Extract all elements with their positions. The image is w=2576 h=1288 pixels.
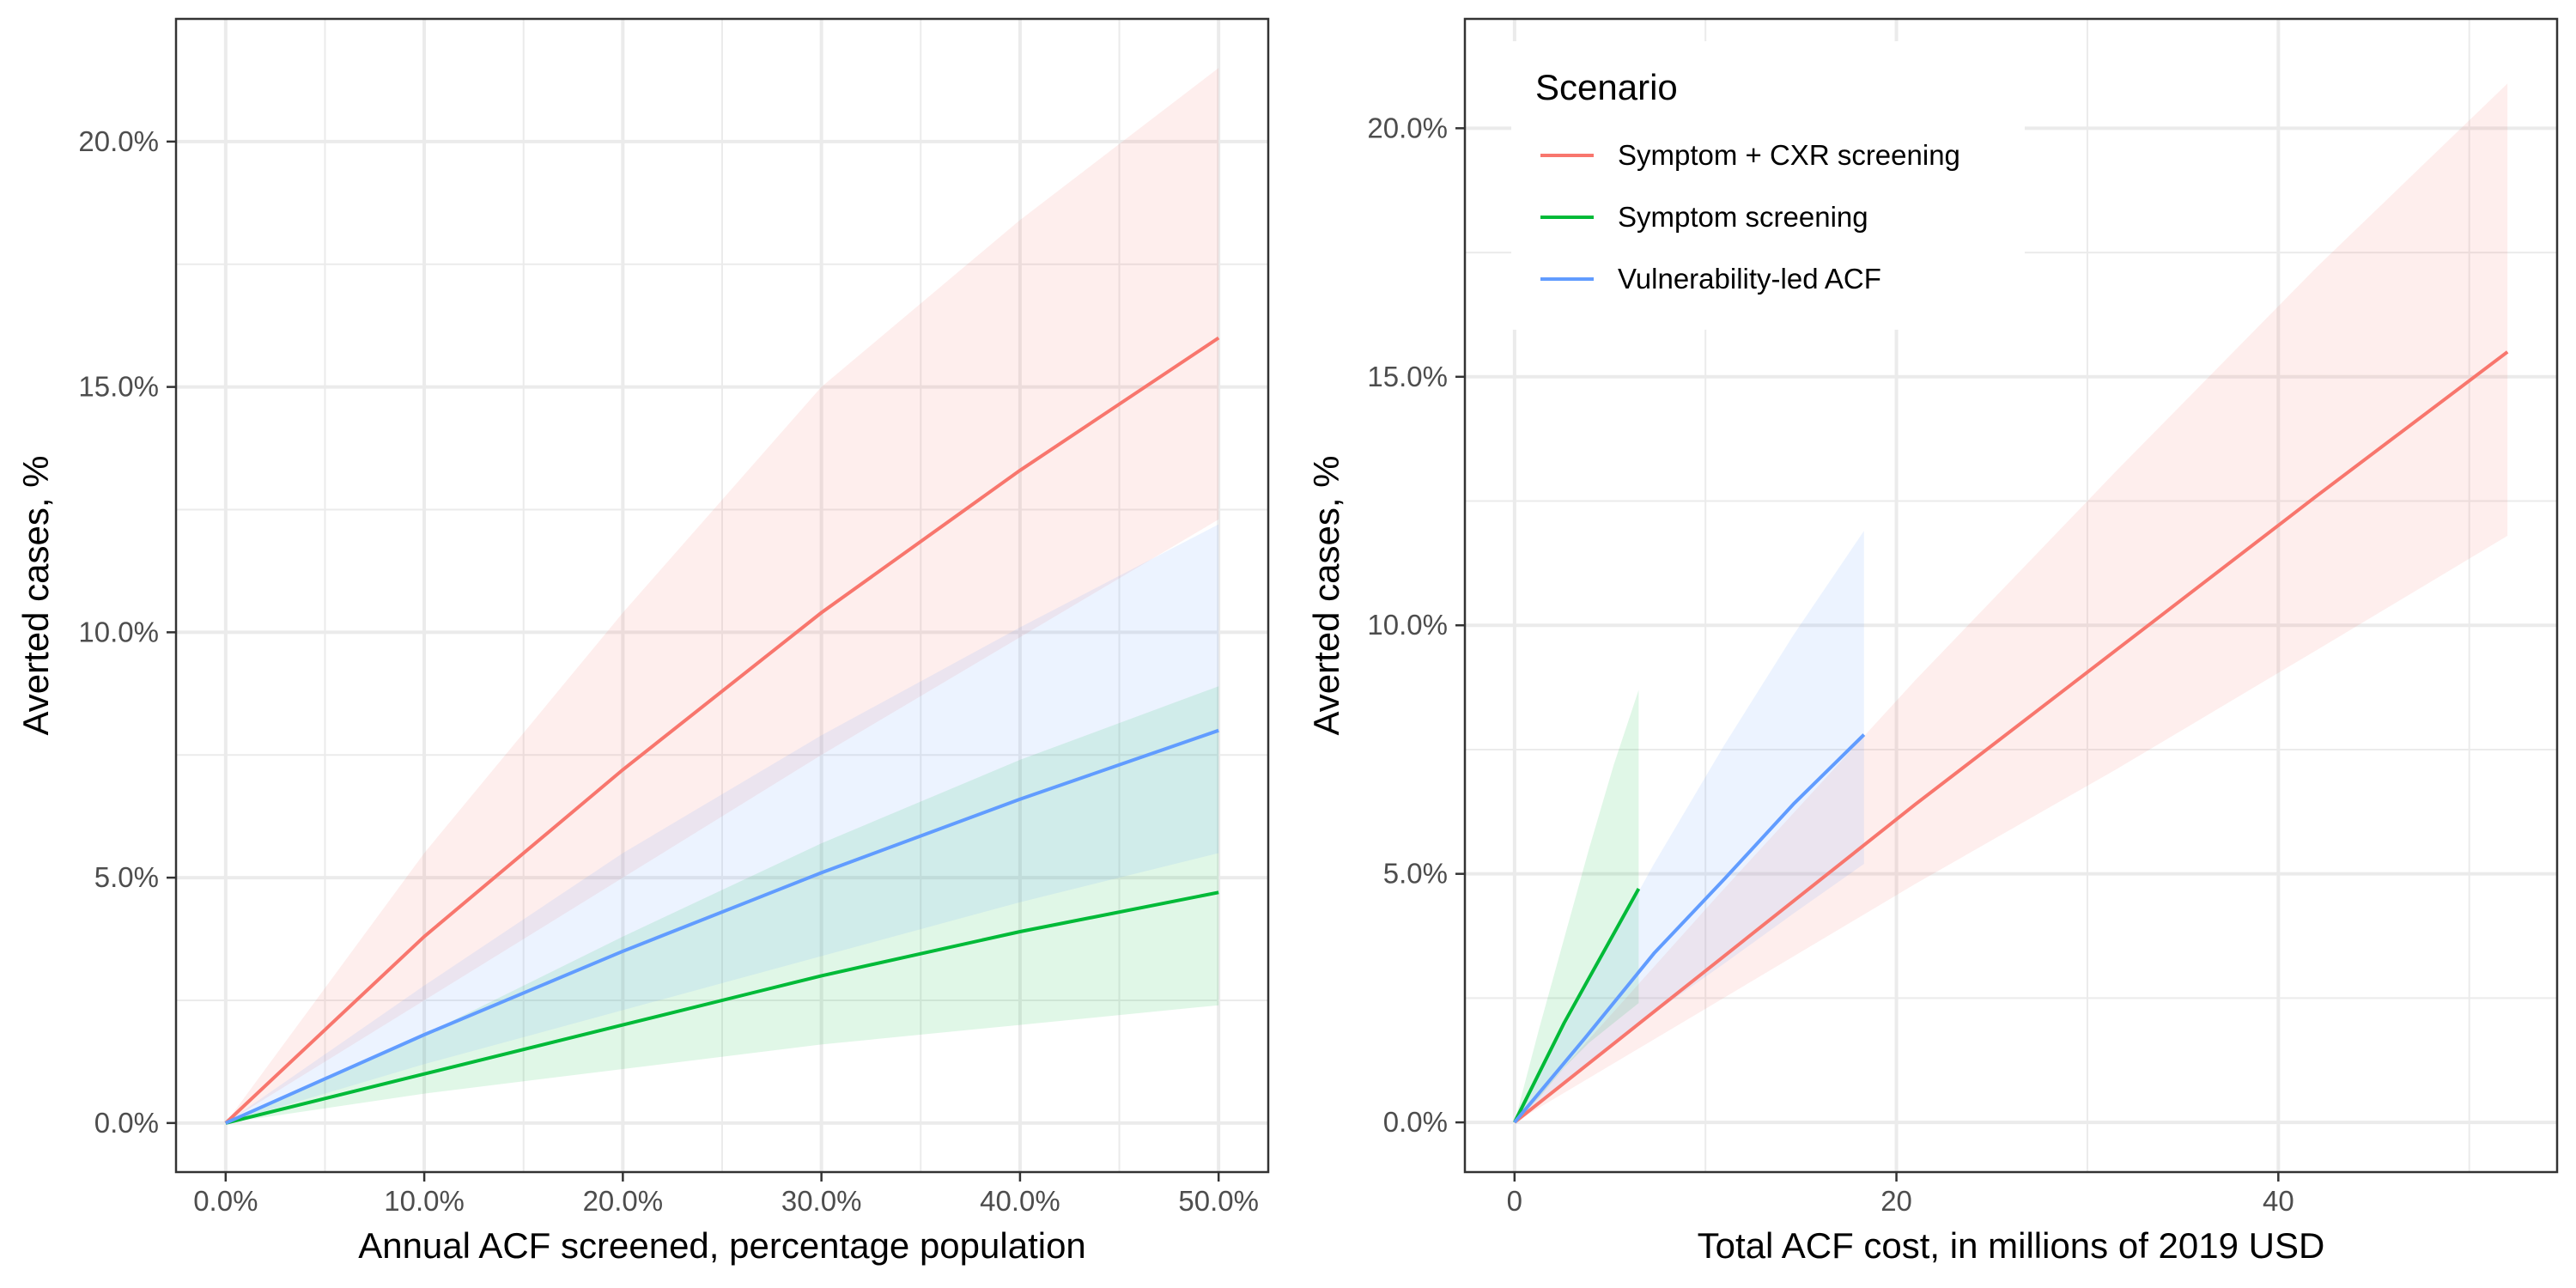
right-panel-border: [1463, 17, 2559, 1174]
legend: Scenario Symptom + CXR screening Symptom s…: [1511, 41, 2025, 330]
right-y-tick-label: 15.0%: [1367, 361, 1448, 392]
right-y-tick-label: 5.0%: [1383, 858, 1448, 890]
legend-item-vulnerability-led-acf: Vulnerability-led ACF: [1540, 263, 1881, 295]
right-series-lines: [1513, 350, 2509, 1124]
right-x-tick-label: 20: [1880, 1185, 1912, 1217]
line-vulnerability-led-acf: [224, 728, 1219, 1125]
right-confidence-ribbons: [1514, 83, 2508, 1123]
line-symptom-screening: [225, 890, 1219, 1125]
left-y-tick-label: 10.0%: [78, 616, 159, 647]
ribbon-vulnerability-led-acf: [225, 524, 1219, 1123]
line-symptom-screening: [1513, 888, 1641, 1123]
left-x-tick-label: 30.0%: [781, 1185, 862, 1217]
right-y-tick-label: 20.0%: [1367, 112, 1448, 143]
left-panel: 0.0% 10.0% 20.0% 30.0% 40.0% 50.0% 0.0% 5.0% 10.…: [15, 17, 1270, 1266]
ribbon-vulnerability-led-acf: [1514, 531, 1864, 1123]
left-axis-ticks: 0.0% 10.0% 20.0% 30.0% 40.0% 50.0% 0.0% 5.0% 10.…: [78, 125, 1259, 1217]
left-y-axis-title: Averted cases, %: [15, 455, 56, 735]
ribbon-symptom-cxr-screening: [1514, 83, 2508, 1123]
right-x-axis-title: Total ACF cost, in millions of 2019 USD: [1698, 1225, 2325, 1266]
left-panel-border: [174, 17, 1270, 1174]
left-x-tick-label: 20.0%: [583, 1185, 664, 1217]
right-x-tick-label: 40: [2263, 1185, 2294, 1217]
legend-label: Symptom screening: [1618, 201, 1868, 233]
right-axis-ticks: 0 20 40 0.0% 5.0% 10.0% 15.0% 20.0%: [1367, 112, 2293, 1217]
left-gridlines: [176, 19, 1268, 1172]
left-x-tick-label: 50.0%: [1178, 1185, 1259, 1217]
left-y-tick-label: 15.0%: [78, 371, 159, 403]
left-x-axis-title: Annual ACF screened, percentage populati…: [358, 1225, 1086, 1266]
legend-background: [1511, 41, 2025, 330]
line-vulnerability-led-acf: [1513, 733, 1866, 1124]
legend-label: Symptom + CXR screening: [1618, 139, 1960, 171]
right-y-axis-title: Averted cases, %: [1306, 455, 1346, 735]
legend-item-symptom-cxr-screening: Symptom + CXR screening: [1540, 139, 1960, 171]
legend-label: Vulnerability-led ACF: [1618, 263, 1881, 295]
ribbon-symptom-screening: [1514, 690, 1639, 1123]
right-x-tick-label: 0: [1507, 1185, 1522, 1217]
right-y-tick-label: 10.0%: [1367, 609, 1448, 641]
ribbon-symptom-cxr-screening: [225, 68, 1219, 1123]
line-symptom-cxr-screening: [1513, 350, 2509, 1124]
left-y-tick-label: 5.0%: [94, 861, 159, 893]
legend-item-symptom-screening: Symptom screening: [1540, 201, 1868, 233]
left-x-tick-label: 0.0%: [193, 1185, 258, 1217]
left-y-tick-label: 0.0%: [94, 1107, 159, 1139]
left-series-lines: [224, 336, 1220, 1125]
line-symptom-cxr-screening: [224, 336, 1220, 1125]
left-x-tick-label: 10.0%: [384, 1185, 465, 1217]
left-x-tick-label: 40.0%: [980, 1185, 1060, 1217]
right-y-tick-label: 0.0%: [1383, 1106, 1448, 1138]
left-y-tick-label: 20.0%: [78, 125, 159, 157]
legend-title: Scenario: [1535, 67, 1678, 107]
